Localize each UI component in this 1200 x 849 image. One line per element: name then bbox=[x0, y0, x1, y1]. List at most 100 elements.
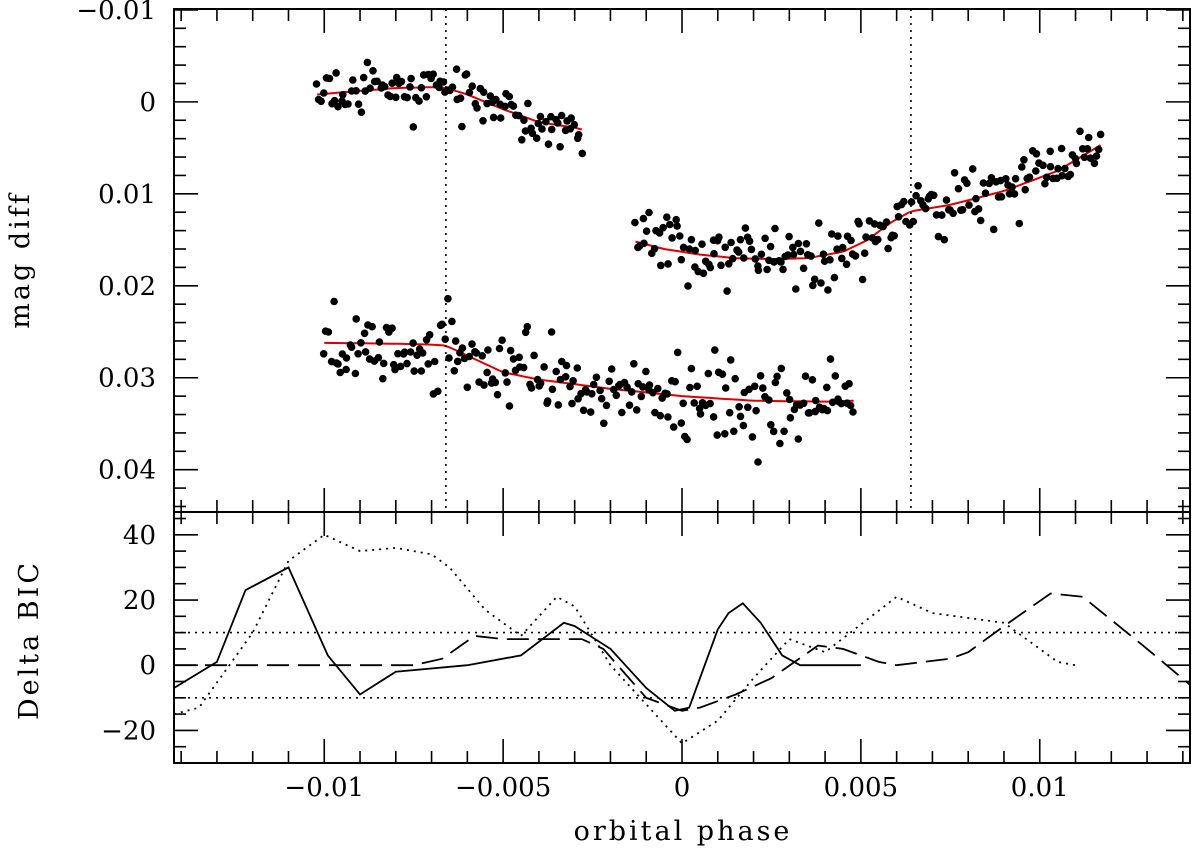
data-point bbox=[530, 351, 538, 360]
data-point bbox=[650, 244, 659, 253]
data-point bbox=[452, 65, 461, 73]
data-point bbox=[827, 230, 836, 238]
data-point bbox=[657, 261, 665, 270]
data-point bbox=[771, 224, 779, 233]
data-point bbox=[698, 240, 706, 248]
data-point bbox=[894, 213, 903, 221]
data-point bbox=[958, 206, 967, 214]
solid-series-line bbox=[173, 566, 861, 712]
data-point bbox=[409, 339, 417, 347]
data-point bbox=[706, 263, 715, 272]
data-point bbox=[406, 348, 415, 356]
data-point bbox=[573, 364, 582, 372]
data-point bbox=[1076, 127, 1084, 136]
dashed-series-line bbox=[174, 592, 1191, 712]
data-point bbox=[932, 211, 941, 219]
data-point bbox=[721, 430, 729, 438]
data-point bbox=[578, 149, 587, 158]
data-point bbox=[671, 377, 679, 386]
data-point bbox=[403, 359, 411, 368]
data-point bbox=[468, 82, 477, 90]
data-point bbox=[833, 245, 841, 253]
data-point bbox=[637, 392, 646, 401]
data-point bbox=[673, 348, 682, 357]
data-point bbox=[434, 387, 442, 396]
data-point bbox=[351, 369, 360, 378]
data-point bbox=[672, 215, 680, 224]
data-point bbox=[1094, 145, 1103, 154]
data-point bbox=[505, 92, 514, 101]
data-point bbox=[450, 367, 459, 375]
data-point bbox=[448, 317, 456, 326]
fit-curve bbox=[635, 144, 1102, 261]
data-point bbox=[776, 439, 784, 448]
data-point bbox=[741, 224, 750, 232]
data-point bbox=[352, 315, 361, 323]
data-point bbox=[976, 216, 985, 225]
data-point bbox=[317, 97, 325, 106]
data-point bbox=[783, 389, 791, 397]
data-point bbox=[914, 182, 922, 190]
data-point bbox=[1039, 161, 1047, 170]
data-point bbox=[687, 235, 696, 244]
data-point bbox=[766, 242, 775, 251]
data-point bbox=[330, 96, 339, 105]
data-point bbox=[515, 353, 523, 362]
data-point bbox=[713, 431, 721, 439]
data-point bbox=[498, 336, 506, 345]
data-point bbox=[1042, 173, 1051, 182]
data-point bbox=[631, 218, 639, 227]
data-point bbox=[534, 119, 543, 128]
data-point bbox=[796, 247, 805, 256]
data-point bbox=[699, 269, 708, 278]
data-point bbox=[754, 458, 762, 466]
data-point bbox=[730, 427, 738, 436]
data-point bbox=[717, 261, 725, 270]
data-point bbox=[767, 421, 775, 429]
data-point bbox=[552, 367, 560, 376]
data-point bbox=[1083, 145, 1092, 153]
data-point bbox=[519, 363, 528, 372]
data-point bbox=[721, 384, 730, 392]
data-point bbox=[391, 365, 399, 374]
data-point bbox=[1066, 170, 1075, 179]
data-point bbox=[727, 238, 735, 247]
data-point bbox=[369, 67, 377, 75]
data-point bbox=[334, 360, 342, 368]
data-point bbox=[407, 74, 415, 83]
data-point bbox=[596, 386, 604, 395]
data-point bbox=[589, 380, 598, 389]
data-point bbox=[1096, 130, 1105, 139]
data-point bbox=[763, 265, 771, 274]
top-panel: −0.01 0 0.01 0.02 0.03 0.04 bbox=[76, 0, 1191, 513]
data-point bbox=[834, 232, 842, 240]
data-point bbox=[771, 378, 780, 387]
data-point bbox=[540, 363, 548, 371]
data-point bbox=[1090, 159, 1099, 168]
data-point bbox=[1041, 179, 1049, 188]
data-point bbox=[394, 349, 402, 358]
data-point bbox=[909, 217, 918, 226]
data-point bbox=[628, 388, 636, 396]
data-point bbox=[981, 189, 990, 197]
data-point bbox=[319, 350, 328, 358]
data-point bbox=[400, 348, 409, 357]
top-data-points bbox=[312, 58, 1105, 466]
data-point bbox=[735, 403, 743, 411]
data-point bbox=[745, 237, 754, 245]
data-point bbox=[374, 353, 383, 362]
data-point bbox=[874, 235, 882, 244]
data-point bbox=[605, 377, 613, 386]
data-point bbox=[600, 419, 608, 428]
data-point bbox=[349, 76, 357, 84]
data-point bbox=[709, 413, 718, 421]
data-point bbox=[588, 390, 596, 398]
data-point bbox=[940, 235, 949, 244]
data-point bbox=[1025, 173, 1034, 181]
data-point bbox=[710, 249, 718, 258]
data-point bbox=[547, 125, 556, 134]
data-point bbox=[320, 89, 328, 97]
data-point bbox=[506, 346, 515, 355]
data-point bbox=[769, 427, 778, 436]
data-point bbox=[1011, 174, 1020, 183]
